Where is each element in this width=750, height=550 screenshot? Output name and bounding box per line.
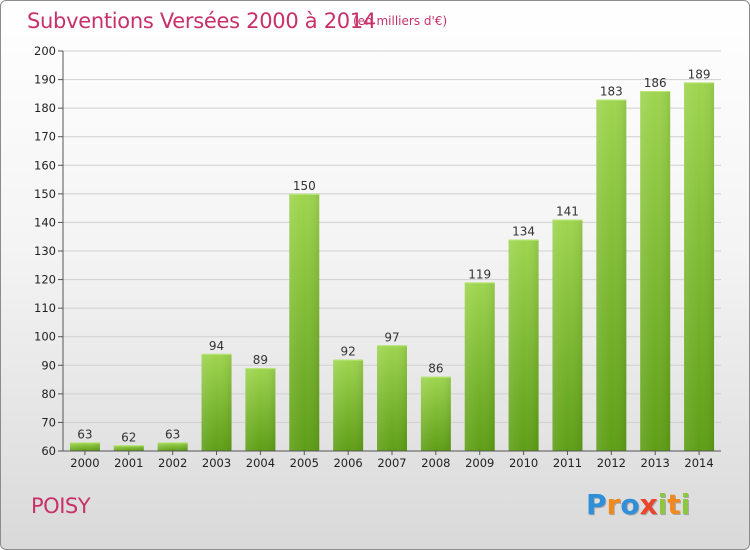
logo-letter-6: i (680, 488, 691, 521)
x-tick-label-2012: 2012 (597, 456, 626, 470)
value-label-2003: 94 (209, 339, 224, 353)
value-label-2013: 186 (644, 76, 667, 90)
logo-letter-3: x (639, 488, 658, 521)
unit-note: (en milliers d'€) (353, 14, 448, 28)
logo-letter-5: t (667, 488, 681, 521)
bar-sheen-2009 (464, 282, 495, 451)
x-tick-label-2002: 2002 (158, 456, 187, 470)
y-tick-label-100: 100 (34, 330, 56, 344)
bar-sheen-2011 (552, 219, 583, 451)
bar-sheen-2000 (69, 442, 100, 451)
x-tick-label-2008: 2008 (421, 456, 450, 470)
bar-sheen-2003 (201, 353, 232, 451)
y-tick-label-200: 200 (34, 44, 56, 58)
value-label-2001: 62 (121, 430, 136, 444)
value-label-2010: 134 (512, 225, 535, 239)
value-label-2004: 89 (253, 353, 268, 367)
bar-sheen-2010 (508, 239, 539, 451)
y-tick-label-110: 110 (34, 301, 56, 315)
value-label-2006: 92 (340, 345, 355, 359)
x-tick-label-2014: 2014 (684, 456, 713, 470)
bar-sheen-2004 (245, 368, 276, 451)
x-tick-label-2003: 2003 (202, 456, 231, 470)
value-label-2002: 63 (165, 427, 180, 441)
y-tick-label-80: 80 (41, 387, 56, 401)
bar-sheen-2012 (596, 99, 627, 452)
x-tick-label-2013: 2013 (641, 456, 670, 470)
value-label-2000: 63 (77, 427, 92, 441)
bar-sheen-2013 (640, 91, 671, 451)
logo-letter-0: P (586, 488, 607, 521)
y-tick-label-170: 170 (34, 130, 56, 144)
y-tick-label-120: 120 (34, 273, 56, 287)
x-tick-label-2005: 2005 (290, 456, 319, 470)
x-tick-label-2009: 2009 (465, 456, 494, 470)
y-tick-label-190: 190 (34, 73, 56, 87)
bar-sheen-2005 (289, 193, 320, 451)
x-tick-label-2004: 2004 (246, 456, 275, 470)
value-label-2007: 97 (384, 330, 399, 344)
value-label-2012: 183 (600, 85, 623, 99)
x-tick-label-2000: 2000 (70, 456, 99, 470)
x-tick-label-2001: 2001 (114, 456, 143, 470)
y-tick-label-90: 90 (41, 358, 56, 372)
bar-sheen-2014 (684, 82, 715, 451)
y-tick-label-140: 140 (34, 215, 56, 229)
y-tick-label-180: 180 (34, 101, 56, 115)
y-tick-label-150: 150 (34, 187, 56, 201)
value-labels: 63 62 63 94 89 150 92 97 86 119 134 141 183 186 189 (77, 67, 710, 444)
x-axis-ticks: 2000 2001 2002 2003 2004 2005 2006 2007 2008 2009… (70, 451, 714, 470)
bar-sheen-2008 (420, 376, 451, 451)
commune-name: POISY (31, 494, 91, 518)
x-tick-label-2007: 2007 (377, 456, 406, 470)
y-tick-label-130: 130 (34, 244, 56, 258)
value-label-2011: 141 (556, 205, 579, 219)
y-axis-ticks: 60 70 80 90 100 110 120 130 140 150 160 170 180 190 20… (34, 44, 63, 458)
y-tick-label-160: 160 (34, 158, 56, 172)
bar-sheen-2007 (377, 345, 407, 451)
logo-letter-4: i (657, 488, 668, 521)
value-label-2009: 119 (468, 267, 491, 281)
y-tick-label-70: 70 (41, 415, 56, 429)
y-tick-label-60: 60 (41, 444, 56, 458)
chart-title: Subventions Versées 2000 à 2014 (27, 9, 376, 33)
logo-letter-1: r (606, 488, 621, 521)
value-label-2005: 150 (293, 179, 316, 193)
bar-sheen-2001 (113, 445, 144, 451)
bar-sheen-2002 (157, 442, 188, 451)
value-label-2008: 86 (428, 362, 443, 376)
logo-letter-2: o (620, 488, 640, 521)
x-tick-label-2010: 2010 (509, 456, 538, 470)
bars (69, 82, 715, 452)
x-tick-label-2011: 2011 (553, 456, 582, 470)
proxiti-logo: Proxiti (586, 488, 690, 521)
bar-sheen-2006 (333, 359, 364, 451)
x-tick-label-2006: 2006 (333, 456, 362, 470)
value-label-2014: 189 (688, 67, 711, 81)
